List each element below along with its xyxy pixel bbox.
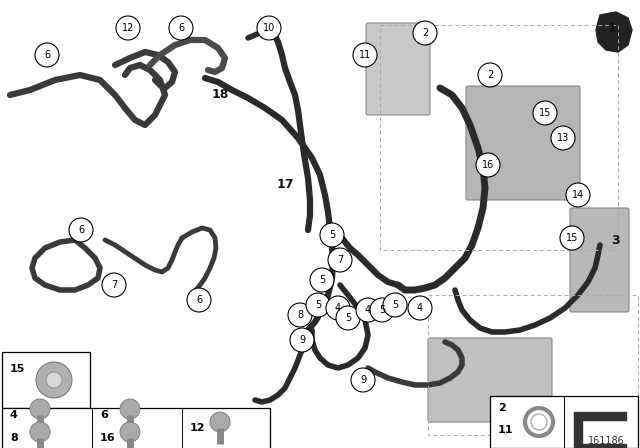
Text: 3: 3 [611,233,620,246]
Text: 15: 15 [566,233,578,243]
Text: 18: 18 [211,89,228,102]
Circle shape [288,303,312,327]
Circle shape [46,372,62,388]
Text: 16: 16 [100,433,116,443]
Text: 1: 1 [607,22,616,34]
Text: 2: 2 [487,70,493,80]
Text: 4: 4 [10,410,18,420]
Circle shape [478,63,502,87]
Text: 11: 11 [498,425,513,435]
Circle shape [35,43,59,67]
Text: 7: 7 [111,280,117,290]
Circle shape [290,328,314,352]
Circle shape [383,293,407,317]
Bar [380,25,618,250]
Text: 6: 6 [100,410,108,420]
Circle shape [310,268,334,292]
Circle shape [413,21,437,45]
Text: 17: 17 [276,178,294,191]
Text: 6: 6 [78,225,84,235]
Circle shape [356,298,380,322]
Text: 8: 8 [297,310,303,320]
Text: 5: 5 [319,275,325,285]
Circle shape [566,183,590,207]
Circle shape [560,226,584,250]
Circle shape [531,414,547,430]
Text: 6: 6 [178,23,184,33]
Polygon shape [596,12,632,52]
Text: 12: 12 [122,23,134,33]
Wedge shape [36,362,72,398]
Text: 13: 13 [557,133,569,143]
Circle shape [69,218,93,242]
Text: 5: 5 [392,300,398,310]
Circle shape [476,153,500,177]
Circle shape [351,368,375,392]
Wedge shape [120,399,140,419]
Text: 14: 14 [572,190,584,200]
Text: 7: 7 [337,255,343,265]
FancyBboxPatch shape [428,338,552,422]
Text: 9: 9 [299,335,305,345]
Wedge shape [120,422,140,442]
FancyBboxPatch shape [466,86,580,200]
Circle shape [551,126,575,150]
Circle shape [336,306,360,330]
Circle shape [187,288,211,312]
Text: 4: 4 [417,303,423,313]
Circle shape [169,16,193,40]
Bar [490,396,638,448]
Circle shape [306,293,330,317]
Text: 5: 5 [345,313,351,323]
Wedge shape [30,422,50,442]
Text: 15: 15 [539,108,551,118]
Bar [428,295,638,435]
Polygon shape [574,412,626,448]
Text: 6: 6 [44,50,50,60]
Circle shape [326,296,350,320]
FancyBboxPatch shape [366,23,430,115]
Circle shape [102,273,126,297]
Bar [2,408,270,448]
Text: 5: 5 [315,300,321,310]
Text: 6: 6 [196,295,202,305]
Circle shape [320,223,344,247]
Text: 10: 10 [263,23,275,33]
Text: 5: 5 [329,230,335,240]
Text: 4: 4 [335,303,341,313]
Text: 2: 2 [498,403,506,413]
Text: 16: 16 [482,160,494,170]
Circle shape [116,16,140,40]
Circle shape [328,248,352,272]
Text: 2: 2 [422,28,428,38]
Text: 161186: 161186 [588,436,625,446]
Circle shape [370,298,394,322]
Text: 11: 11 [359,50,371,60]
Bar [2,352,90,408]
Text: 12: 12 [190,423,205,433]
Text: 8: 8 [10,433,18,443]
Text: 5: 5 [379,305,385,315]
Circle shape [408,296,432,320]
Wedge shape [30,399,50,419]
Wedge shape [210,412,230,432]
Circle shape [533,101,557,125]
FancyBboxPatch shape [570,208,629,312]
Circle shape [257,16,281,40]
Text: 4: 4 [365,305,371,315]
Circle shape [353,43,377,67]
Text: 9: 9 [360,375,366,385]
Text: 15: 15 [10,364,26,374]
